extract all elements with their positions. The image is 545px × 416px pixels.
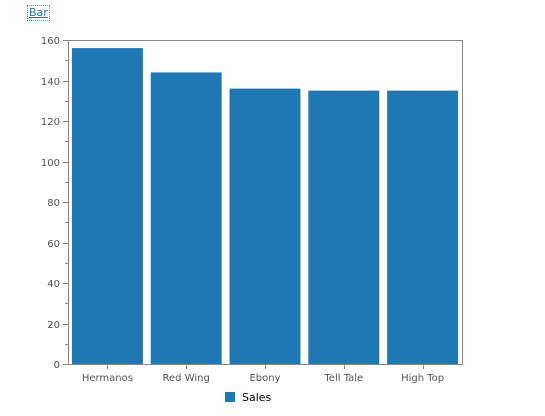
bar-hermanos[interactable] xyxy=(71,48,143,364)
legend-label-sales: Sales xyxy=(242,391,272,404)
bar-ebony[interactable] xyxy=(229,88,301,364)
y-tick-label: 100 xyxy=(41,158,60,169)
y-tick-label: 20 xyxy=(47,320,60,331)
y-tick-label: 0 xyxy=(54,360,60,371)
y-tick-label: 160 xyxy=(41,36,60,47)
y-tick-label: 120 xyxy=(41,117,60,128)
x-tick-label: Ebony xyxy=(249,373,280,384)
bar-chart-link[interactable]: Bar xyxy=(27,5,50,21)
bars xyxy=(71,48,459,365)
x-axis: Hermanos Red Wing Ebony Tell Tale High Top xyxy=(82,364,444,384)
x-tick-label: Hermanos xyxy=(82,373,133,384)
x-tick-label: Red Wing xyxy=(163,373,210,384)
bar-high-top[interactable] xyxy=(387,90,459,364)
legend: Sales xyxy=(225,391,272,404)
x-tick-label: Tell Tale xyxy=(323,373,363,384)
y-tick-label: 80 xyxy=(47,198,60,209)
bar-tell-tale[interactable] xyxy=(308,90,380,364)
legend-swatch-sales xyxy=(225,392,235,402)
y-tick-label: 60 xyxy=(47,239,60,250)
y-axis: 0 20 40 60 80 100 120 140 160 xyxy=(41,36,68,371)
x-tick-label: High Top xyxy=(401,373,444,384)
bar-red-wing[interactable] xyxy=(150,72,222,365)
y-tick-label: 140 xyxy=(41,77,60,88)
y-tick-label: 40 xyxy=(47,279,60,290)
